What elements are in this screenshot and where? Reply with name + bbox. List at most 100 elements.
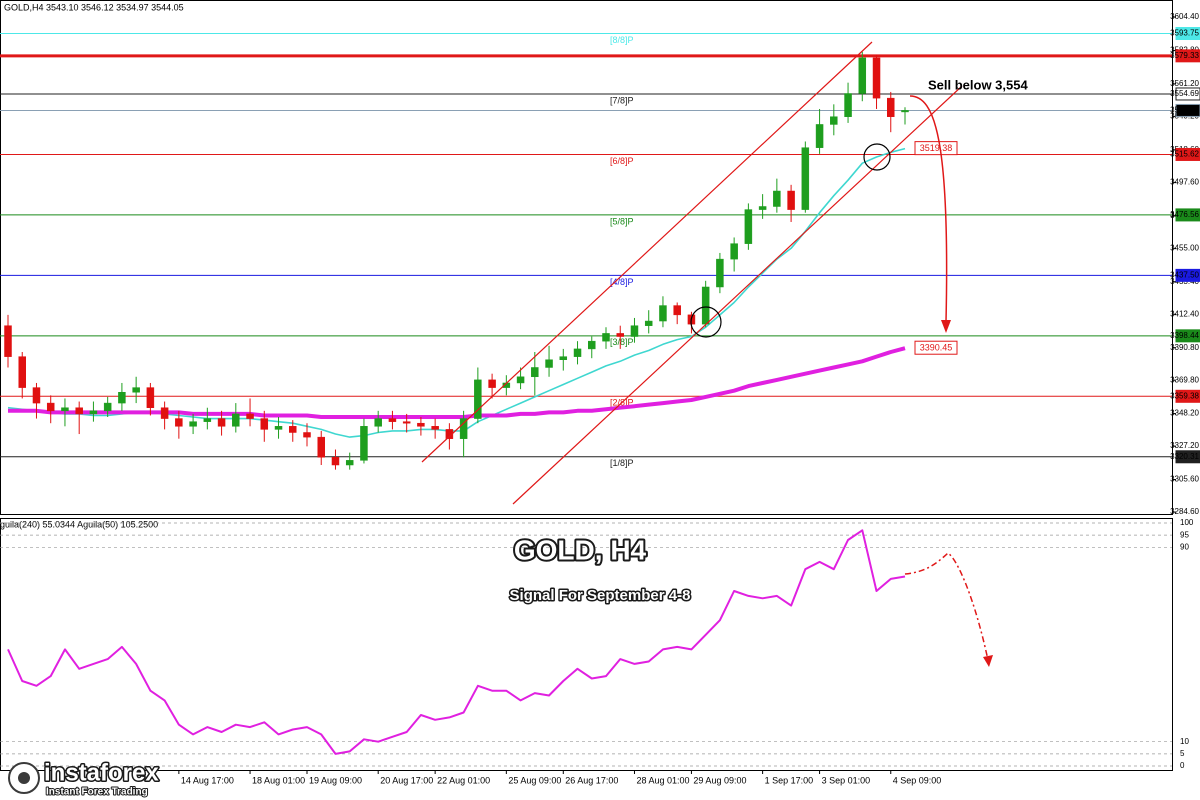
ma-value: 3519.38 xyxy=(920,143,953,153)
candle-body xyxy=(374,418,382,427)
candle-body xyxy=(787,190,795,210)
candle-body xyxy=(474,379,482,419)
x-tick-label: 14 Aug 17:00 xyxy=(181,775,234,785)
candle-body xyxy=(160,407,169,419)
level-value: 3544.05 xyxy=(1170,106,1199,115)
candle-body xyxy=(345,460,354,466)
x-tick-label: 4 Sep 09:00 xyxy=(893,775,942,785)
x-tick-label: 25 Aug 09:00 xyxy=(508,775,561,785)
candle-body xyxy=(459,418,468,439)
candle-body xyxy=(417,422,425,427)
candle-body xyxy=(232,413,240,427)
candle-body xyxy=(303,432,311,438)
arrow-head xyxy=(941,320,951,333)
forecast-arrow xyxy=(909,95,948,323)
level-label: [8/8]P xyxy=(610,35,634,45)
x-tick-label: 26 Aug 17:00 xyxy=(565,775,618,785)
x-tick-label: 28 Aug 01:00 xyxy=(636,775,689,785)
moving-average xyxy=(8,346,906,419)
candle-body xyxy=(901,110,909,113)
candle-body xyxy=(103,402,112,412)
indicator-forecast xyxy=(904,552,989,661)
level-value: 3398.44 xyxy=(1170,331,1199,340)
candle-body xyxy=(830,116,838,125)
level-box xyxy=(1175,208,1200,222)
y-tick-label: 3455.00 xyxy=(1170,243,1199,252)
y-tick-label: 100 xyxy=(1180,518,1194,527)
indicator-line xyxy=(7,529,906,755)
level-box xyxy=(1175,27,1200,41)
level-box xyxy=(1175,329,1200,343)
ma-value-box xyxy=(914,340,958,355)
candle-body xyxy=(630,325,639,337)
candle-body xyxy=(773,190,781,207)
candle-body xyxy=(872,57,881,99)
candle-body xyxy=(4,325,12,357)
logo-icon-core xyxy=(18,772,30,784)
y-tick-label: 3369.80 xyxy=(1170,375,1199,384)
candle-body xyxy=(602,333,610,342)
sell-annotation: Sell below 3,554 xyxy=(928,77,1028,92)
candle-body xyxy=(388,418,397,422)
candle-body xyxy=(217,418,226,427)
candle-body xyxy=(360,426,368,461)
level-box xyxy=(1175,49,1200,63)
y-tick-label: 0 xyxy=(1180,761,1185,770)
y-tick-label: 3348.20 xyxy=(1170,409,1199,418)
level-value: 3476.56 xyxy=(1170,210,1199,219)
logo-tagline: Instant Forex Trading xyxy=(46,787,148,798)
arrow-head xyxy=(983,655,993,667)
indicator-header: guila(240) 55.0344 Aguila(50) 105.2500 xyxy=(0,519,158,529)
candle-body xyxy=(75,407,83,415)
y-tick-label: 5 xyxy=(1180,749,1185,758)
candle-body xyxy=(331,457,340,466)
candle-body xyxy=(445,429,454,439)
level-label: [6/8]P xyxy=(610,156,634,166)
candle-body xyxy=(559,356,568,360)
level-box xyxy=(1175,87,1200,101)
y-tick-label: 3390.80 xyxy=(1170,343,1199,352)
x-tick-label: 1 Sep 17:00 xyxy=(765,775,814,785)
level-box xyxy=(1175,103,1200,117)
candle-body xyxy=(716,258,724,288)
candle-body xyxy=(858,57,867,94)
y-tick-label: 3561.20 xyxy=(1170,79,1199,88)
touch-circle xyxy=(690,306,722,338)
level-value: 3359.38 xyxy=(1170,391,1199,400)
y-tick-label: 3327.20 xyxy=(1170,441,1199,450)
y-tick-label: 3412.40 xyxy=(1170,309,1199,318)
candle-body xyxy=(588,340,596,350)
candle-body xyxy=(32,387,41,404)
level-label: [3/8]P xyxy=(610,337,634,347)
candle-body xyxy=(616,333,624,337)
annotations: Sell below 3,554 GOLD, H4 Signal For Sep… xyxy=(8,41,1028,799)
y-tick-label: 10 xyxy=(1180,737,1189,746)
candle-body xyxy=(46,402,55,412)
indicator-panel xyxy=(0,518,1173,771)
overlay-subtitle: Signal For September 4-8 xyxy=(510,587,691,604)
candle-body xyxy=(89,410,98,415)
candle-body xyxy=(431,426,439,430)
candle-body xyxy=(744,209,753,244)
x-tick-label: 22 Aug 01:00 xyxy=(437,775,490,785)
candle-body xyxy=(146,387,155,408)
channel-upper xyxy=(421,41,873,463)
level-box xyxy=(1175,450,1200,464)
level-box xyxy=(1175,389,1200,403)
x-tick-label: 20 Aug 17:00 xyxy=(380,775,433,785)
candle-body xyxy=(758,206,767,210)
channel-lower xyxy=(512,85,963,505)
candle-body xyxy=(402,421,411,424)
candle-body xyxy=(488,379,496,388)
candle-body xyxy=(289,426,297,433)
candle-body xyxy=(516,376,525,384)
candle-body xyxy=(815,124,824,148)
ma-value-box xyxy=(914,141,958,156)
x-tick-label: 29 Aug 09:00 xyxy=(693,775,746,785)
candle-body xyxy=(730,243,738,260)
logo-name: instaforex xyxy=(44,759,159,786)
y-tick-label: 3604.40 xyxy=(1170,12,1199,21)
level-label: [4/8]P xyxy=(610,277,634,287)
candle-body xyxy=(673,305,681,316)
